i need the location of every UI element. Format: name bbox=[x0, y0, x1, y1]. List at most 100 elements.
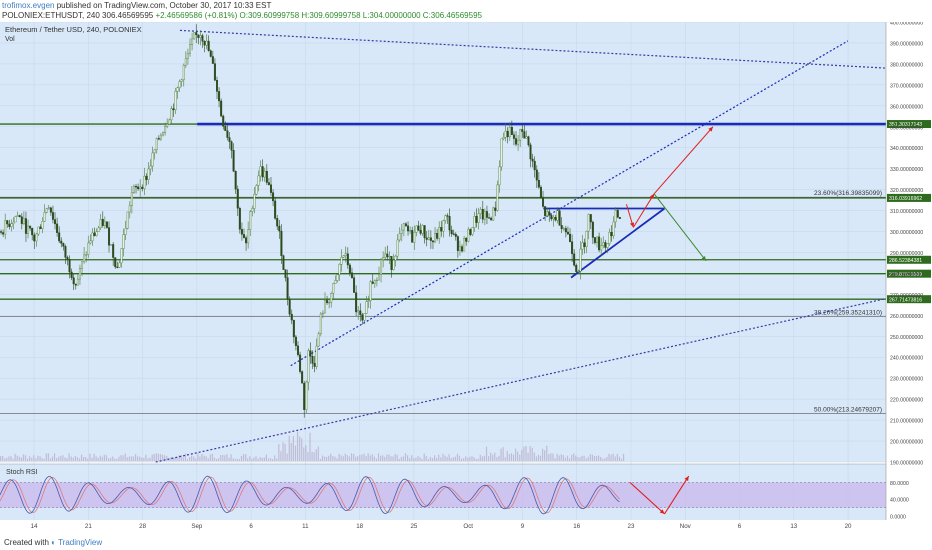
volume-bar bbox=[68, 453, 70, 461]
candle-body bbox=[120, 248, 123, 264]
volume-bar bbox=[151, 454, 153, 461]
volume-bar bbox=[450, 458, 452, 461]
candle-body bbox=[353, 277, 356, 293]
rsi-projection-arrowhead bbox=[659, 509, 665, 514]
candle-body bbox=[436, 232, 439, 239]
rsi-k-line bbox=[0, 475, 620, 515]
volume-bar bbox=[80, 454, 83, 461]
volume-bar bbox=[552, 453, 554, 461]
volume-bar bbox=[267, 458, 270, 461]
candle-body bbox=[218, 91, 221, 102]
volume-bar bbox=[276, 458, 278, 461]
volume-bar bbox=[612, 453, 614, 461]
volume-bar bbox=[303, 447, 305, 461]
tradingview-logo[interactable]: ◐ TradingView bbox=[51, 538, 103, 547]
candle-body bbox=[170, 108, 173, 121]
volume-bar bbox=[74, 455, 76, 461]
volume-bar bbox=[490, 452, 492, 461]
candle-body bbox=[448, 216, 451, 231]
candle-body bbox=[114, 257, 117, 268]
candle-body bbox=[49, 207, 52, 213]
candle-body bbox=[286, 277, 289, 300]
volume-bar bbox=[456, 453, 459, 461]
volume-bar bbox=[454, 456, 456, 461]
volume-bar bbox=[170, 457, 172, 461]
candle-body bbox=[566, 231, 569, 235]
candle-body bbox=[153, 149, 156, 154]
price-tick-label: 380.00000000 bbox=[890, 62, 923, 68]
volume-bar bbox=[373, 456, 375, 461]
volume-bar bbox=[99, 455, 101, 461]
candle-body bbox=[301, 371, 304, 384]
volume-bar bbox=[226, 453, 228, 461]
volume-bar bbox=[24, 455, 27, 461]
candle-body bbox=[168, 119, 171, 125]
volume-bar bbox=[209, 454, 211, 461]
candle-body bbox=[72, 277, 75, 285]
candle-body bbox=[467, 229, 470, 242]
candle-body bbox=[51, 212, 54, 220]
price-tick-label: 260.00000000 bbox=[890, 314, 923, 320]
candle-body bbox=[481, 208, 484, 220]
volume-bar bbox=[307, 451, 309, 461]
candle-body bbox=[14, 216, 17, 223]
volume-bar bbox=[157, 453, 160, 461]
price-tick-label: 210.00000000 bbox=[890, 419, 923, 425]
rsi-tick-label: 80.0000 bbox=[890, 481, 909, 487]
candle-body bbox=[552, 217, 555, 220]
volume-bar bbox=[199, 456, 201, 461]
candle-body bbox=[502, 137, 505, 140]
candle-body bbox=[70, 271, 73, 278]
volume-bar bbox=[72, 457, 74, 461]
volume-bar bbox=[49, 458, 52, 461]
volume-bar bbox=[116, 458, 118, 461]
volume-bar bbox=[2, 455, 4, 461]
candle-body bbox=[91, 232, 94, 242]
candle-body bbox=[83, 254, 86, 263]
volume-bar bbox=[78, 458, 81, 461]
volume-bar bbox=[529, 446, 531, 461]
candle-body bbox=[31, 227, 34, 236]
volume-bar bbox=[392, 456, 394, 461]
candle-body bbox=[118, 262, 121, 268]
candle-body bbox=[245, 237, 248, 244]
volume-bar bbox=[232, 458, 234, 461]
candle-body bbox=[132, 186, 135, 193]
candle-body bbox=[203, 41, 206, 46]
volume-bar bbox=[346, 455, 348, 461]
level-tag-bg bbox=[887, 295, 931, 304]
volume-bar bbox=[282, 442, 284, 461]
time-tick-label: 6 bbox=[249, 523, 253, 530]
volume-bar bbox=[224, 455, 226, 461]
candle-body bbox=[54, 219, 57, 225]
price-tick-label: 280.00000000 bbox=[890, 272, 923, 278]
candle-body bbox=[311, 356, 314, 364]
volume-bar bbox=[415, 457, 417, 461]
candle-body bbox=[614, 210, 617, 223]
volume-bar bbox=[502, 447, 504, 461]
volume-bar bbox=[114, 458, 116, 461]
price-tick-label: 190.00000000 bbox=[890, 461, 923, 467]
volume-bar bbox=[608, 453, 610, 461]
candle-body bbox=[74, 283, 77, 286]
candle-body bbox=[587, 214, 590, 232]
candle-body bbox=[145, 175, 148, 180]
volume-bar bbox=[97, 457, 99, 461]
candle-body bbox=[550, 215, 553, 220]
volume-bar bbox=[544, 450, 546, 461]
candle-body bbox=[276, 218, 279, 227]
volume-bar bbox=[458, 455, 461, 461]
candle-body bbox=[234, 171, 237, 190]
candle-body bbox=[473, 216, 476, 228]
chart-svg[interactable]: 351.30317143 316.03916962 286.52384381 279.… bbox=[0, 22, 932, 532]
candle-body bbox=[452, 233, 455, 235]
author-link[interactable]: trofimox.evgen bbox=[2, 1, 55, 10]
candle-body bbox=[193, 32, 196, 40]
volume-bar bbox=[43, 458, 45, 461]
candle-body bbox=[367, 300, 370, 302]
volume-bar bbox=[550, 453, 552, 461]
candle-body bbox=[477, 213, 480, 223]
projection-arrowhead bbox=[701, 255, 707, 261]
price-tick-label: 240.00000000 bbox=[890, 356, 923, 362]
volume-bar bbox=[382, 455, 384, 461]
